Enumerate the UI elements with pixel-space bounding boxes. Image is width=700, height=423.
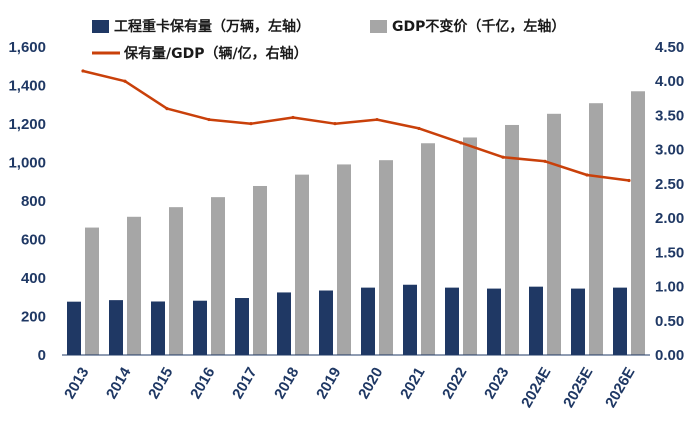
- gdp-bar: [379, 160, 393, 355]
- x-axis-tick-label: 2017: [229, 365, 260, 402]
- gdp-bar: [337, 164, 351, 355]
- legend-label: 保有量/GDP（辆/亿，右轴）: [123, 45, 308, 62]
- ratio-point: [459, 141, 463, 145]
- x-axis-tick-label: 2024E: [518, 365, 554, 411]
- ratio-line: [82, 69, 630, 182]
- right-axis-tick-label: 4.50: [655, 39, 684, 56]
- truck-fleet-bar: [109, 300, 123, 355]
- left-axis-tick-label: 1,600: [8, 39, 46, 56]
- left-axis-tick-label: 1,400: [8, 78, 46, 95]
- x-axis-tick-label: 2018: [271, 365, 302, 402]
- truck-fleet-bar: [361, 287, 375, 355]
- truck-fleet-bar: [403, 284, 417, 355]
- gdp-bar: [85, 227, 99, 355]
- gdp-bar: [421, 143, 435, 355]
- truck-fleet-bar: [319, 290, 333, 355]
- truck-fleet-bar: [67, 301, 81, 355]
- ratio-point: [501, 155, 505, 159]
- legend-bar-swatch: [92, 20, 109, 33]
- x-axis-tick-label: 2013: [61, 365, 92, 402]
- x-axis-tick-label: 2016: [187, 365, 218, 402]
- right-axis-tick-label: 0.00: [655, 347, 684, 364]
- legend-label: GDP不变价（千亿，左轴）: [392, 18, 565, 35]
- gdp-bar: [547, 113, 561, 355]
- left-axis-tick-label: 200: [21, 309, 46, 326]
- x-axis: 2013 2014 2015 2016 2017 2018 2019 2020 2021 2022…: [61, 354, 650, 411]
- line-layer: [81, 69, 631, 183]
- ratio-point: [165, 107, 169, 111]
- truck-fleet-bar: [193, 300, 207, 355]
- gdp-bar: [589, 103, 603, 356]
- truck-fleet-bar: [613, 287, 627, 355]
- right-axis-tick-label: 2.50: [655, 176, 684, 193]
- right-axis-tick-label: 3.50: [655, 107, 684, 124]
- gdp-bar: [505, 124, 519, 356]
- right-y-axis: 0.00 0.50 1.00 1.50 2.00 2.50 3.00 3.50 4.00 4.50: [655, 39, 684, 364]
- x-axis-tick-label: 2022: [439, 365, 470, 402]
- ratio-point: [417, 126, 421, 131]
- x-axis-tick-label: 2020: [355, 365, 386, 402]
- right-axis-tick-label: 4.00: [655, 73, 684, 90]
- ratio-point: [333, 122, 337, 126]
- ratio-point: [249, 122, 253, 126]
- right-axis-tick-label: 0.50: [655, 313, 684, 330]
- right-axis-tick-label: 1.50: [655, 244, 684, 261]
- truck-fleet-bar: [151, 301, 165, 355]
- left-axis-tick-label: 0: [38, 347, 46, 364]
- right-axis-tick-label: 1.00: [655, 279, 684, 296]
- ratio-point: [81, 69, 85, 73]
- x-axis-tick-label: 2026E: [602, 365, 638, 411]
- truck-fleet-bar: [235, 298, 249, 355]
- ratio-point: [291, 115, 295, 120]
- left-axis-tick-label: 1,000: [8, 155, 46, 172]
- truck-fleet-bar: [277, 292, 291, 355]
- truck-fleet-bar: [571, 288, 585, 355]
- left-axis-tick-label: 1,200: [8, 116, 46, 133]
- gdp-bar: [169, 207, 183, 355]
- left-axis-tick-label: 800: [21, 193, 46, 210]
- x-axis-tick-label: 2014: [103, 364, 135, 402]
- gdp-bar: [127, 216, 141, 355]
- legend-label: 工程重卡保有量（万辆，左轴）: [114, 18, 310, 35]
- gdp-bar: [211, 197, 225, 355]
- gdp-bar: [295, 174, 309, 355]
- ratio-point: [585, 173, 589, 177]
- x-axis-tick-label: 2019: [313, 365, 344, 402]
- right-axis-tick-label: 3.00: [655, 142, 684, 159]
- x-axis-tick-label: 2023: [481, 365, 512, 402]
- ratio-point: [123, 79, 127, 83]
- gdp-bar: [631, 91, 645, 356]
- left-y-axis: 0 200 400 600 800 1,000 1,200 1,400 1,600: [8, 39, 46, 364]
- legend-bar-swatch: [370, 20, 387, 33]
- left-axis-tick-label: 400: [21, 270, 46, 287]
- truck-fleet-bar: [445, 287, 459, 355]
- ratio-point: [627, 178, 631, 183]
- right-axis-tick-label: 2.00: [655, 210, 684, 227]
- truck-fleet-bar: [529, 286, 543, 355]
- gdp-bar: [253, 185, 267, 355]
- x-axis-tick-label: 2021: [397, 365, 428, 402]
- ratio-point: [375, 117, 379, 122]
- legend: 工程重卡保有量（万辆，左轴） GDP不变价（千亿，左轴） 保有量/GDP（辆/亿，右…: [92, 18, 565, 62]
- ratio-point: [543, 159, 547, 163]
- gdp-bar: [463, 137, 477, 355]
- x-axis-tick-label: 2015: [145, 365, 176, 402]
- bars-layer: [67, 91, 645, 356]
- truck-fleet-bar: [487, 288, 501, 355]
- ratio-point: [207, 117, 211, 122]
- x-axis-tick-label: 2025E: [560, 365, 596, 411]
- left-axis-tick-label: 600: [21, 232, 46, 249]
